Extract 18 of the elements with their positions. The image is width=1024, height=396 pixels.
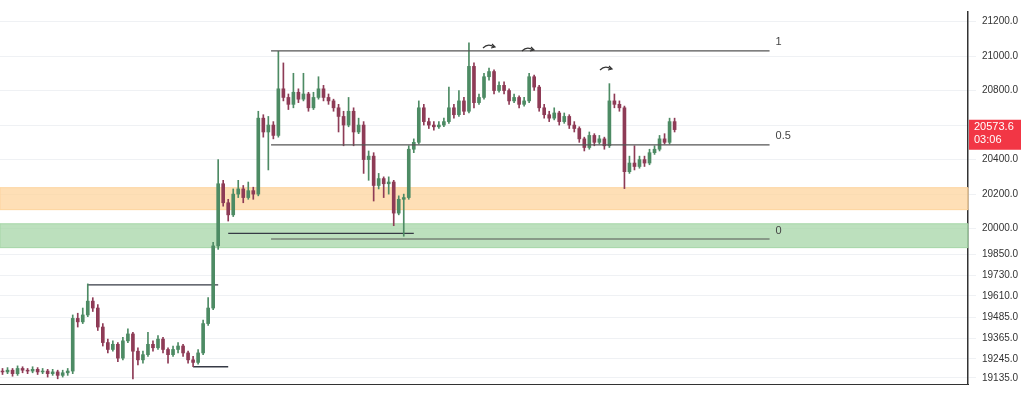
y-tick-label: 19245.0 xyxy=(982,352,1019,364)
y-tick-label: 19365.0 xyxy=(982,332,1019,344)
annotation: 0 xyxy=(775,223,782,236)
y-tick-label: 20200.0 xyxy=(982,187,1019,199)
text: 20573.6 xyxy=(974,119,1014,132)
y-tick-label: 21000.0 xyxy=(982,49,1019,61)
y-tick-label: 20000.0 xyxy=(982,222,1019,234)
y-tick-label: 19135.0 xyxy=(982,371,1019,383)
annotation: 0.5 xyxy=(775,129,791,142)
y-tick-label: 21200.0 xyxy=(982,15,1019,27)
y-tick-label: 20800.0 xyxy=(982,84,1019,96)
text: 03:06 xyxy=(974,132,1002,145)
y-tick-label: 19610.0 xyxy=(982,289,1019,301)
y-tick-label: 19485.0 xyxy=(982,311,1019,323)
y-tick-label: 20400.0 xyxy=(982,153,1019,165)
y-tick-label: 19850.0 xyxy=(982,248,1019,260)
annotation: 1 xyxy=(775,35,782,48)
y-tick-label: 19730.0 xyxy=(982,269,1019,280)
